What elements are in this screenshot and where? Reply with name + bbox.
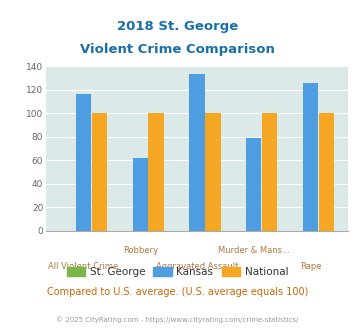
Text: 2018 St. George: 2018 St. George [117,20,238,33]
Bar [148,113,164,231]
Bar [319,113,334,231]
Bar [262,113,277,231]
Text: Compared to U.S. average. (U.S. average equals 100): Compared to U.S. average. (U.S. average … [47,287,308,297]
Text: Rape: Rape [300,262,321,271]
Bar [76,94,91,231]
Bar [189,74,205,231]
Legend: St. George, Kansas, National: St. George, Kansas, National [62,263,293,281]
Text: © 2025 CityRating.com - https://www.cityrating.com/crime-statistics/: © 2025 CityRating.com - https://www.city… [56,317,299,323]
Text: Aggravated Assault: Aggravated Assault [156,262,238,271]
Text: Robbery: Robbery [123,246,158,255]
Bar [303,82,318,231]
Text: Murder & Mans...: Murder & Mans... [218,246,290,255]
Text: Violent Crime Comparison: Violent Crime Comparison [80,43,275,56]
Bar [92,113,107,231]
Bar [246,138,262,231]
Bar [205,113,220,231]
Bar [132,158,148,231]
Text: All Violent Crime: All Violent Crime [48,262,119,271]
